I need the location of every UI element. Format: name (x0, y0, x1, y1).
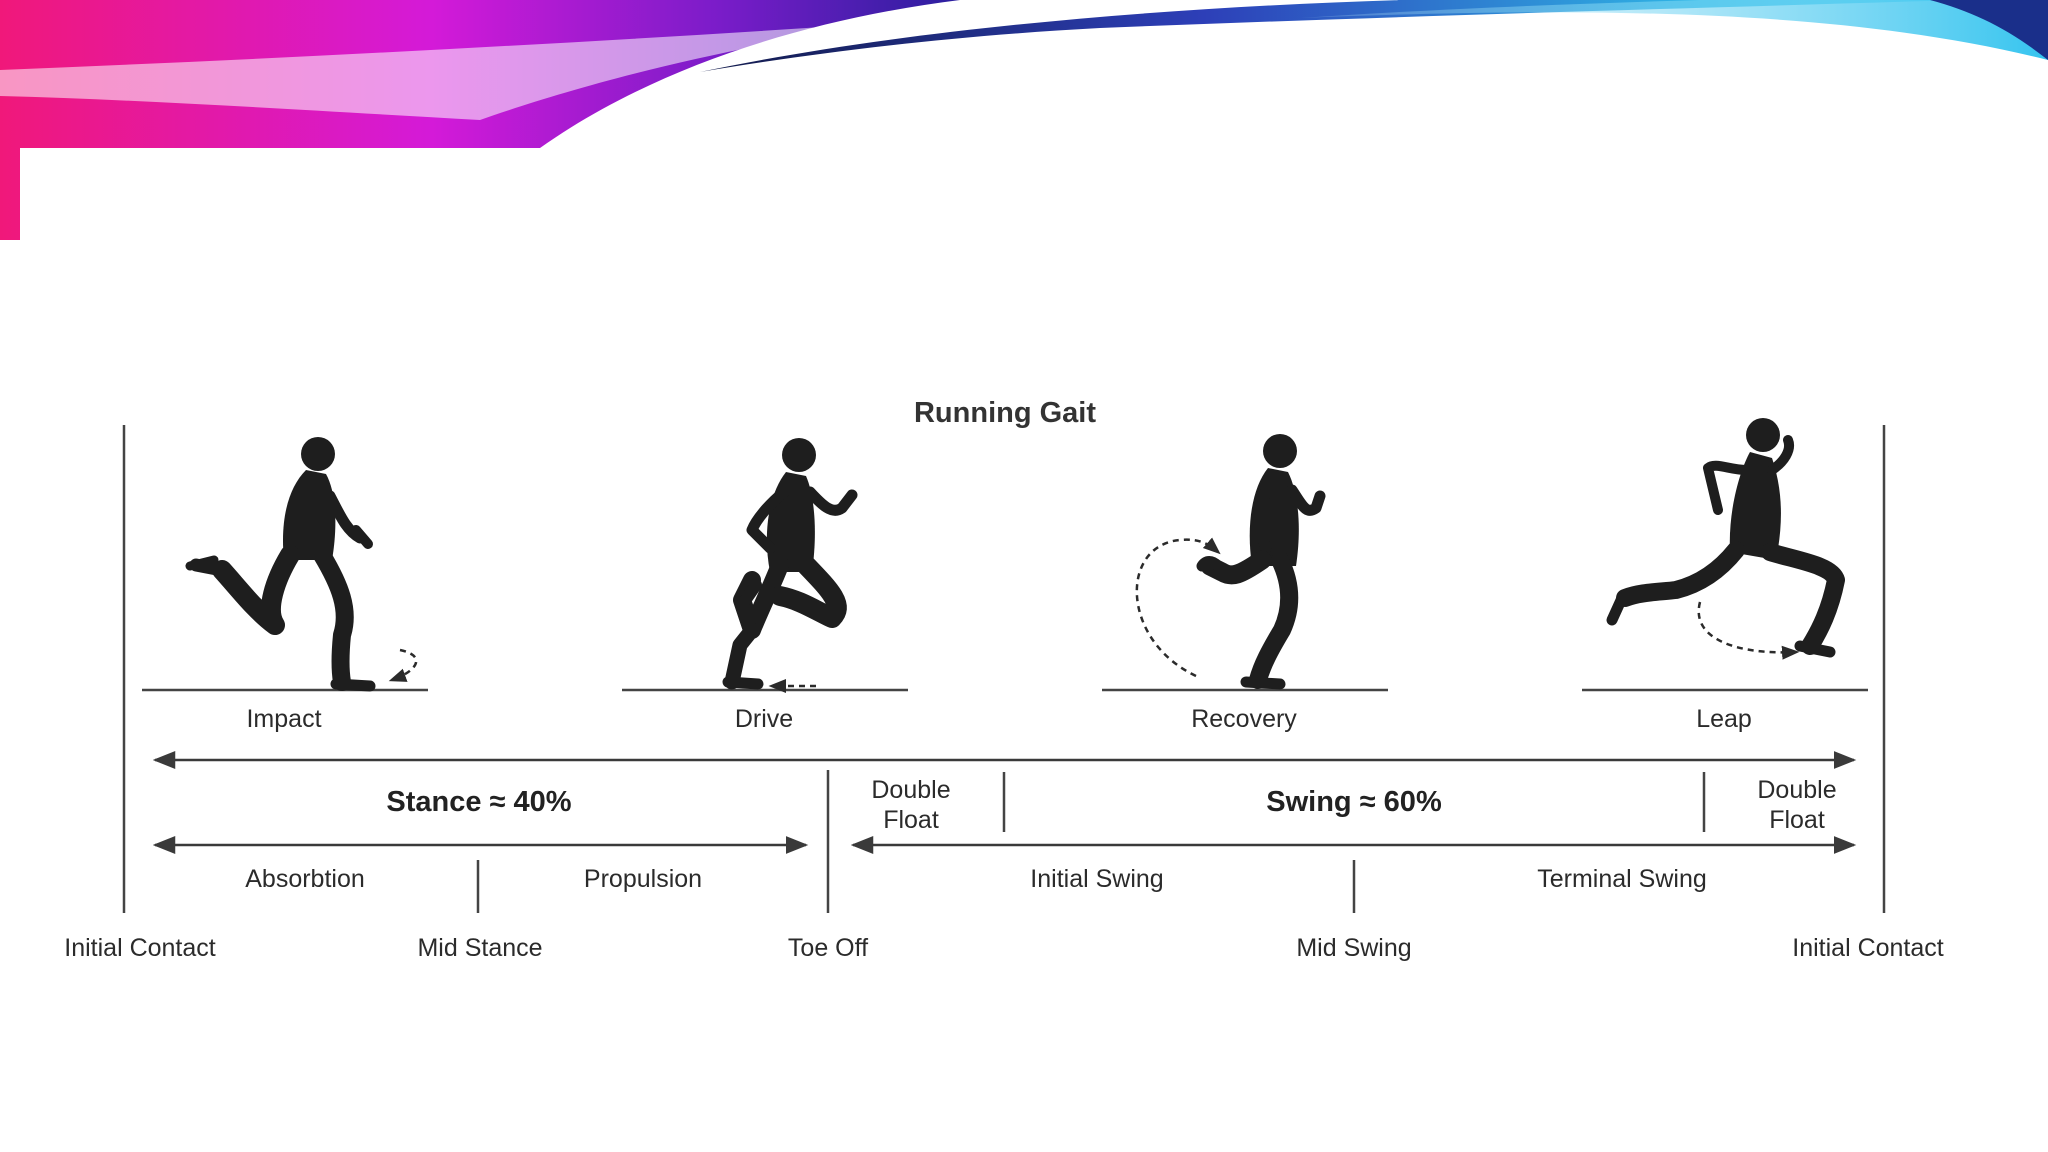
diagram-title: Running Gait (913, 397, 1097, 429)
banner-dark-stripe (700, 0, 1960, 72)
banner-corner-stripe (1930, 0, 2048, 60)
sub-phase-propulsion: Propulsion (583, 865, 703, 893)
phase-label-leap: Leap (1696, 705, 1752, 733)
event-toe-off: Toe Off (787, 934, 869, 962)
runner-leap-icon (1606, 418, 1845, 658)
sub-phase-absorbtion: Absorbtion (245, 865, 365, 893)
sub-phase-initial-swing: Initial Swing (1030, 865, 1164, 893)
phase-label-recovery: Recovery (1191, 705, 1297, 733)
leap-motion-arrow (1697, 601, 1800, 660)
swing-label: Swing ≈ 60% (1266, 786, 1442, 818)
runner-recovery-icon (1196, 434, 1326, 690)
event-initial-contact-start: Initial Contact (64, 934, 216, 962)
runner-drive-icon (722, 438, 858, 690)
impact-motion-arrow (388, 648, 418, 682)
decorative-banner (0, 0, 2048, 250)
banner-white-panel (20, 148, 2048, 250)
banner-white-stripe (0, 22, 900, 120)
double-float-label-right: Double Float (1757, 776, 1837, 834)
runner-impact-icon (185, 437, 376, 692)
phase-label-impact: Impact (246, 705, 322, 733)
stance-label: Stance ≈ 40% (386, 786, 572, 818)
event-mid-stance: Mid Stance (417, 934, 543, 962)
banner-cyan-stripe (1300, 0, 2048, 60)
double-float-label-left: Double Float (871, 776, 951, 834)
event-mid-swing: Mid Swing (1296, 934, 1412, 962)
event-initial-contact-end: Initial Contact (1792, 934, 1944, 962)
sub-phase-terminal-swing: Terminal Swing (1537, 865, 1707, 893)
phase-label-drive: Drive (734, 705, 794, 733)
